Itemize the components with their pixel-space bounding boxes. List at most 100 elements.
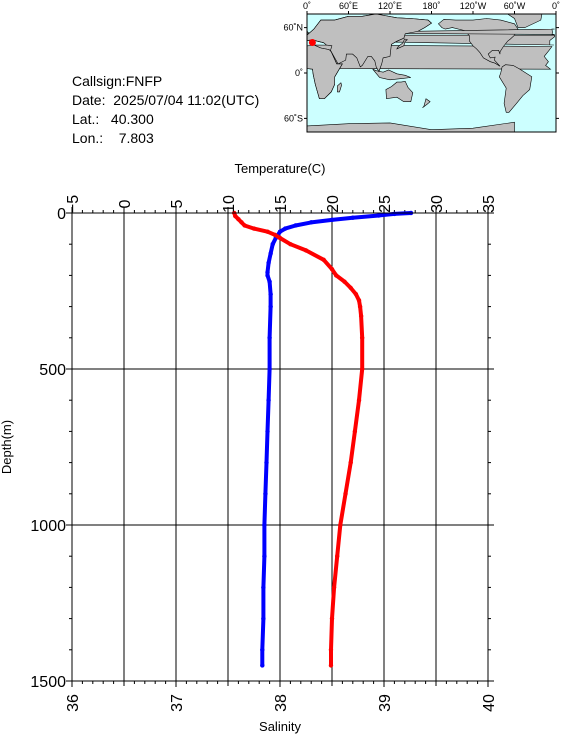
callsign-text: Callsign:FNFP xyxy=(72,73,163,89)
map-landmass-madagascar xyxy=(337,82,342,93)
temperature-data-point xyxy=(267,335,272,340)
map-landmass-africa-west xyxy=(307,44,343,99)
depth-tick-label: 500 xyxy=(39,362,66,379)
salinity-data-point xyxy=(352,429,358,434)
salinity-data-point xyxy=(343,491,348,496)
map-frame xyxy=(306,13,557,133)
temperature-data-point xyxy=(329,217,335,223)
salinity-data-point xyxy=(342,279,347,284)
bottom-axis-title: Salinity xyxy=(259,719,301,734)
map-landmass-indonesia xyxy=(372,68,411,81)
map-landmass-australia xyxy=(385,80,414,102)
salinity-data-point xyxy=(328,647,334,652)
salinity-data-point xyxy=(329,266,335,272)
series-layer xyxy=(232,210,414,668)
salinity-data-point xyxy=(303,248,309,253)
temperature-tick-label: 5 xyxy=(169,199,186,208)
map-landmass-antarctica xyxy=(307,121,515,132)
salinity-data-point xyxy=(288,242,293,247)
map-landmass-south-america xyxy=(498,64,533,113)
temperature-data-point xyxy=(264,460,269,465)
salinity-data-point xyxy=(356,398,362,403)
salinity-data-point xyxy=(333,273,339,278)
salinity-tick-label: 36 xyxy=(65,694,82,712)
salinity-data-point xyxy=(348,460,353,465)
salinity-data-point xyxy=(265,229,270,234)
salinity-data-point xyxy=(236,217,241,222)
temperature-tick-label: 30 xyxy=(429,195,446,213)
temperature-tick-label: 15 xyxy=(273,195,290,213)
temperature-data-point xyxy=(267,279,272,284)
top-axis-title: Temperature(C) xyxy=(234,161,325,176)
salinity-data-point xyxy=(357,304,363,309)
salinity-data-point xyxy=(277,235,283,241)
map-landmass-uk xyxy=(308,28,555,36)
temperature-data-point xyxy=(266,398,271,403)
temperature-tick-label: 25 xyxy=(377,195,394,213)
salinity-data-point xyxy=(272,232,277,238)
map-latitude-label: 60˚N xyxy=(283,23,303,33)
salinity-data-point xyxy=(239,220,244,225)
salinity-data-point xyxy=(348,285,353,291)
map-longitude-label: 0˚ xyxy=(552,1,560,11)
latitude-text: Lat.: 40.300 xyxy=(72,111,154,127)
map-longitude-label: 60˚E xyxy=(339,1,358,11)
temperature-data-point xyxy=(262,554,267,559)
map-longitude-label: 0˚ xyxy=(303,1,311,11)
location-map: 0˚ 60˚E 120˚E 180˚ 120˚W 60˚W 0˚ 60˚N 0˚ 60˚S xyxy=(283,1,560,133)
depth-tick-label: 1500 xyxy=(30,674,66,691)
map-landmass-new-zealand xyxy=(422,98,431,109)
temperature-profile-line xyxy=(260,211,413,668)
salinity-data-point xyxy=(321,257,326,262)
map-landmass-europe-asia-west xyxy=(307,14,432,73)
salinity-data-point xyxy=(233,213,238,219)
temperature-data-point xyxy=(261,616,266,621)
map-land xyxy=(307,14,555,132)
temperature-data-point xyxy=(268,304,273,309)
temperature-data-point xyxy=(261,585,266,590)
map-longitude-label: 60˚W xyxy=(504,1,526,11)
temperature-data-point xyxy=(293,223,298,228)
temperature-data-point xyxy=(350,215,355,220)
temperature-data-point xyxy=(277,229,283,234)
temperature-data-point xyxy=(267,366,272,372)
salinity-data-point xyxy=(242,223,247,228)
temperature-data-point xyxy=(309,220,314,225)
salinity-tick-label: 37 xyxy=(169,694,186,712)
salinity-tick-label: 38 xyxy=(273,694,290,712)
plot-frame xyxy=(71,212,489,682)
temperature-data-point xyxy=(268,251,273,256)
temperature-data-point xyxy=(265,270,270,275)
longitude-text: Lon.: 7.803 xyxy=(72,130,154,146)
salinity-profile-line xyxy=(232,211,365,668)
temperature-data-point xyxy=(260,647,265,652)
temperature-data-point xyxy=(262,522,267,528)
salinity-data-point xyxy=(353,291,359,297)
temperature-data-point xyxy=(268,291,273,297)
depth-tick-label: 0 xyxy=(57,206,66,223)
map-landmass-japan xyxy=(396,38,409,50)
temperature-data-point xyxy=(265,429,270,434)
temperature-data-point xyxy=(263,491,268,496)
temperature-tick-label: 0 xyxy=(117,199,134,208)
temperature-tick-label: −5 xyxy=(65,195,82,213)
salinity-data-point xyxy=(328,663,334,668)
salinity-data-point xyxy=(329,616,335,621)
map-labels: 0˚ 60˚E 120˚E 180˚ 120˚W 60˚W 0˚ 60˚N 0˚ 60˚S xyxy=(283,1,560,123)
plot-grid xyxy=(71,212,489,682)
salinity-data-point xyxy=(359,366,365,372)
map-longitude-label: 120˚W xyxy=(460,1,487,11)
temperature-data-point xyxy=(265,273,270,278)
date-text: Date: 2025/07/04 11:02(UTC) xyxy=(72,92,260,108)
depth-axis-title: Depth(m) xyxy=(0,420,14,474)
salinity-data-point xyxy=(359,335,365,340)
map-latitude-label: 60˚S xyxy=(284,113,303,123)
station-info: Callsign:FNFP Date: 2025/07/04 11:02(UTC… xyxy=(72,72,259,148)
map-latitude-label: 0˚ xyxy=(295,68,303,78)
salinity-data-point xyxy=(338,522,343,528)
temperature-tick-label: 35 xyxy=(481,195,498,213)
temperature-tick-label: 10 xyxy=(221,195,238,213)
map-longitude-label: 180˚ xyxy=(422,1,440,11)
